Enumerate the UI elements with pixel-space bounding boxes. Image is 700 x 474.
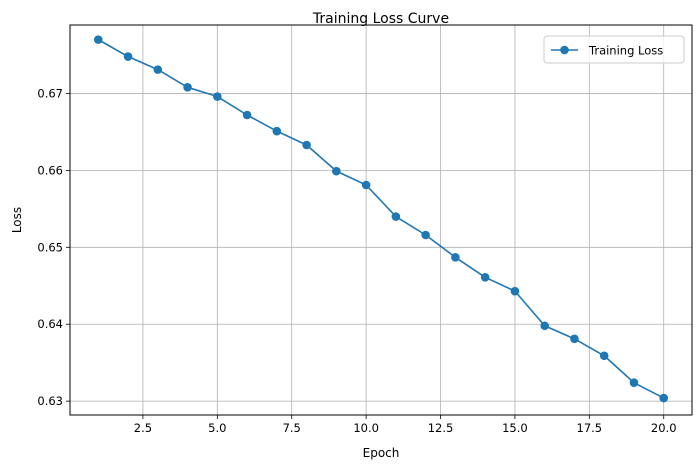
x-tick-label: 7.5 [283, 421, 301, 435]
y-tick-label: 0.63 [37, 394, 63, 408]
y-tick-label: 0.64 [37, 317, 63, 331]
x-tick-label: 20.0 [651, 421, 677, 435]
training-loss-point [391, 212, 401, 221]
series-layer [93, 35, 669, 403]
x-tick-label: 15.0 [502, 421, 528, 435]
x-tick-label: 17.5 [577, 421, 603, 435]
training-loss-point [93, 35, 103, 44]
chart-title: Training Loss Curve [312, 11, 449, 27]
y-axis-label: Loss [10, 207, 24, 233]
training-loss-point [570, 334, 579, 344]
training-loss-point [421, 230, 430, 240]
grid-layer [70, 25, 692, 415]
legend-label: Training Loss [588, 44, 663, 58]
training-loss-point [302, 140, 311, 150]
y-tick-label: 0.65 [37, 240, 63, 254]
training-loss-point [510, 286, 520, 296]
tick-layer: 2.5 5.0 7.5 10.0 12.5 15.0 17.5 20.0 0.63 0.64 0.6… [37, 86, 676, 435]
x-axis-label: Epoch [363, 446, 400, 460]
training-loss-point [540, 321, 549, 331]
training-loss-point [599, 351, 609, 361]
x-tick-label: 5.0 [208, 421, 226, 435]
training-loss-point [213, 92, 222, 101]
training-loss-point [332, 166, 341, 176]
training-loss-point [659, 393, 669, 403]
training-loss-point [629, 378, 639, 387]
training-loss-point [242, 110, 252, 120]
training-loss-point [480, 273, 490, 282]
training-loss-point [361, 180, 371, 190]
x-tick-label: 2.5 [134, 421, 152, 435]
training-loss-point [451, 253, 460, 262]
training-loss-point [272, 126, 282, 136]
y-tick-label: 0.66 [37, 163, 63, 177]
legend-box [543, 35, 685, 64]
y-tick-label: 0.67 [37, 86, 63, 100]
training-loss-point [153, 65, 163, 74]
training-loss-line [97, 38, 665, 399]
plot-frame [69, 24, 693, 416]
x-tick-label: 12.5 [428, 421, 454, 435]
x-tick-label: 10.0 [353, 421, 379, 435]
training-loss-point [183, 83, 192, 92]
training-loss-point [123, 52, 133, 61]
legend-marker-swatch [560, 45, 569, 55]
legend: Training Loss [543, 35, 685, 64]
